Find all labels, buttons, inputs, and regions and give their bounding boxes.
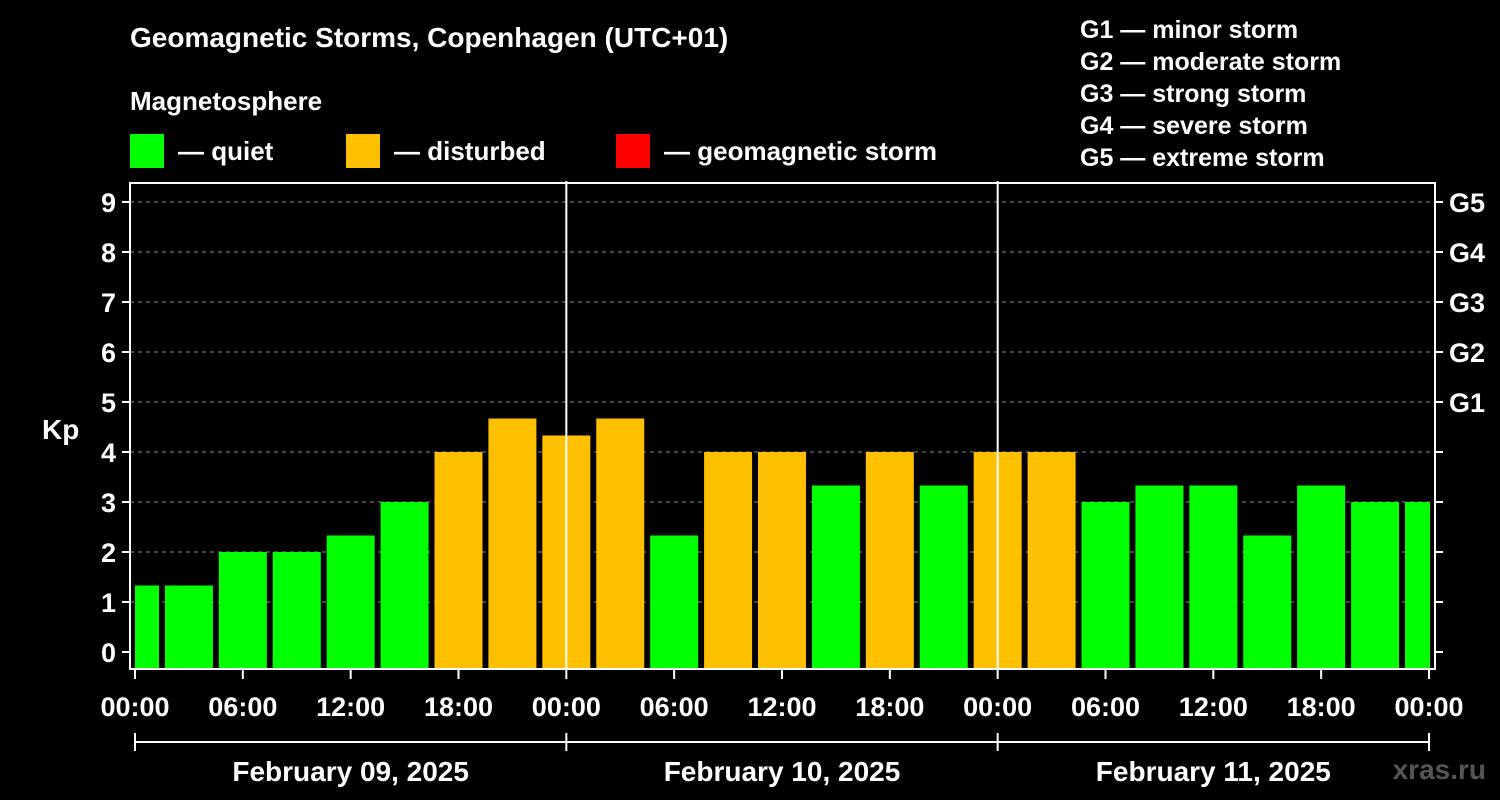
x-tick-label: 18:00 [1287,692,1356,722]
kp-bar [1081,502,1130,669]
storm-level-g5: G5 — extreme storm [1080,144,1325,172]
date-label: February 11, 2025 [1096,756,1331,787]
kp-bar [1297,485,1346,669]
storm-level-g3: G3 — strong storm [1080,80,1307,108]
kp-bar [1405,502,1430,669]
kp-bar [650,535,699,669]
storm-level-g1: G1 — minor storm [1080,16,1299,44]
kp-bar [1351,502,1400,669]
kp-bar [758,452,806,669]
y-tick-label: 0 [101,638,116,668]
storm-level-list: G1 — minor storm G2 — moderate storm G3 … [1080,14,1341,174]
x-tick-label: 06:00 [208,692,277,722]
legend-quiet-label: — quiet [178,135,274,166]
kp-bar [135,585,159,669]
right-axis-label: G1 [1449,388,1485,418]
y-tick-label: 5 [101,388,116,418]
storm-level-g2: G2 — moderate storm [1080,48,1342,76]
y-tick-label: 1 [101,588,116,618]
right-axis-label: G3 [1449,288,1485,318]
right-axis-label: G4 [1449,238,1485,268]
x-tick-label: 12:00 [747,692,816,722]
y-tick-label: 3 [101,488,116,518]
x-tick-label: 00:00 [963,692,1032,722]
date-label: February 10, 2025 [664,756,901,787]
kp-bar [434,452,483,669]
x-tick-label: 18:00 [855,692,924,722]
x-tick-label: 18:00 [424,692,493,722]
kp-bar [218,552,267,669]
kp-bar [272,552,321,669]
x-tick-label: 00:00 [1394,692,1463,722]
kp-bar [1189,485,1238,669]
kp-bar [919,485,968,669]
x-tick-label: 06:00 [1071,692,1140,722]
kp-bar [811,485,860,669]
chart-title: Geomagnetic Storms, Copenhagen (UTC+01) [130,22,729,53]
legend-quiet: — quiet [130,134,273,168]
kp-bar [1243,535,1292,669]
legend-disturbed-swatch [346,134,380,168]
legend-storm-label: — geomagnetic storm [664,135,938,166]
right-axis-label: G5 [1449,188,1485,218]
x-tick-label: 00:00 [100,692,169,722]
kp-bar [488,418,537,669]
kp-bar [380,502,429,669]
legend-quiet-swatch [130,134,164,168]
x-tick-label: 06:00 [640,692,709,722]
kp-bar [596,418,645,669]
legend-disturbed: — disturbed [346,134,546,168]
watermark: xras.ru [1392,754,1486,785]
legend-storm: — geomagnetic storm [616,134,937,168]
kp-bar [326,535,375,669]
y-tick-label: 6 [101,338,116,368]
x-tick-label: 12:00 [1179,692,1248,722]
kp-bar [164,585,213,669]
x-tick-label: 00:00 [532,692,601,722]
date-label: February 09, 2025 [232,756,469,787]
right-axis-label: G2 [1449,338,1485,368]
kp-bar [1135,485,1184,669]
storm-level-g4: G4 — severe storm [1080,112,1308,140]
y-tick-label: 8 [101,238,116,268]
kp-bar [865,452,914,669]
chart-subtitle: Magnetosphere [130,86,323,116]
kp-bar [704,452,753,669]
y-axis-label: Kp [42,414,79,445]
y-tick-label: 2 [101,538,116,568]
legend-storm-swatch [616,134,650,168]
x-tick-label: 12:00 [316,692,385,722]
y-tick-label: 4 [101,438,116,468]
legend-disturbed-label: — disturbed [394,135,546,166]
y-tick-label: 7 [101,288,116,318]
y-tick-label: 9 [101,188,116,218]
kp-bar [1027,452,1076,669]
